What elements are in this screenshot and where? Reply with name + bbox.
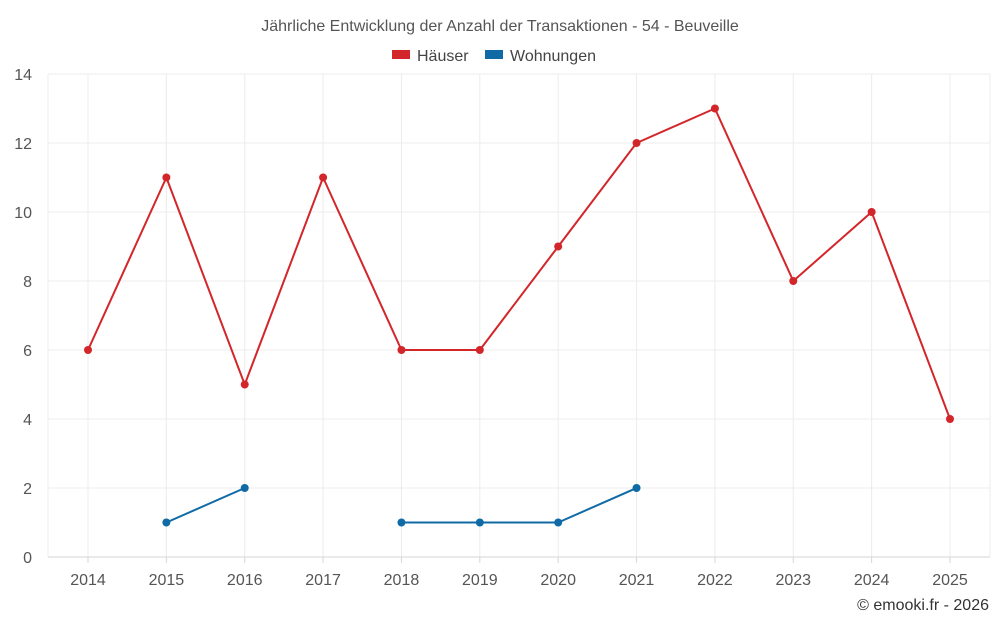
y-tick-label: 12 bbox=[14, 136, 32, 153]
y-tick-label: 0 bbox=[23, 550, 32, 567]
x-tick-label: 2025 bbox=[932, 572, 968, 589]
y-tick-label: 10 bbox=[14, 205, 32, 222]
series-line-wohnungen bbox=[401, 487, 637, 524]
series-line-haeuser bbox=[87, 107, 951, 420]
x-tick-label: 2016 bbox=[227, 572, 263, 589]
data-point-wohnungen-2018[interactable] bbox=[397, 518, 406, 527]
data-point-haeuser-2016[interactable] bbox=[240, 380, 249, 389]
y-tick-label: 8 bbox=[23, 274, 32, 291]
x-tick-label: 2024 bbox=[854, 572, 890, 589]
data-point-haeuser-2022[interactable] bbox=[710, 104, 719, 113]
legend-item-wohnungen[interactable]: Wohnungen bbox=[485, 48, 596, 65]
data-point-haeuser-2020[interactable] bbox=[554, 242, 563, 251]
series-wohnungen bbox=[162, 484, 641, 527]
data-point-wohnungen-2016[interactable] bbox=[240, 484, 249, 492]
series-haeuser bbox=[84, 104, 954, 423]
y-tick-label: 2 bbox=[23, 481, 32, 498]
credit-text: © emooki.fr - 2026 bbox=[857, 597, 989, 614]
x-tick-label: 2015 bbox=[149, 572, 185, 589]
x-tick-label: 2020 bbox=[540, 572, 576, 589]
series-line-wohnungen bbox=[165, 487, 246, 524]
x-tick-label: 2018 bbox=[384, 572, 420, 589]
data-point-wohnungen-2021[interactable] bbox=[632, 484, 641, 492]
legend-item-haeuser[interactable]: Häuser bbox=[392, 48, 469, 65]
data-point-haeuser-2018[interactable] bbox=[397, 346, 406, 354]
x-tick-label: 2021 bbox=[619, 572, 655, 589]
data-point-haeuser-2023[interactable] bbox=[789, 277, 798, 285]
y-tick-label: 14 bbox=[14, 67, 32, 84]
data-point-wohnungen-2020[interactable] bbox=[554, 518, 563, 527]
x-tick-label: 2014 bbox=[70, 572, 106, 589]
x-tick-label: 2023 bbox=[775, 572, 811, 589]
data-point-wohnungen-2015[interactable] bbox=[162, 518, 171, 527]
y-tick-label: 4 bbox=[23, 412, 32, 429]
legend-swatch-haeuser bbox=[392, 50, 410, 59]
legend: Häuser Wohnungen bbox=[392, 48, 596, 65]
x-tick-label: 2019 bbox=[462, 572, 498, 589]
series bbox=[84, 104, 954, 527]
data-point-haeuser-2021[interactable] bbox=[632, 139, 641, 147]
legend-label-haeuser: Häuser bbox=[417, 48, 469, 65]
y-tick-label: 6 bbox=[23, 343, 32, 360]
data-point-haeuser-2025[interactable] bbox=[946, 415, 954, 423]
x-tick-label: 2017 bbox=[305, 572, 341, 589]
legend-label-wohnungen: Wohnungen bbox=[510, 48, 596, 65]
data-point-haeuser-2014[interactable] bbox=[84, 346, 92, 354]
legend-swatch-wohnungen bbox=[485, 50, 503, 59]
axes: 0 2 4 6 8 10 12 14 2014 2015 2016 2017 2018 2019 2020 2… bbox=[14, 67, 991, 589]
x-tick-label: 2022 bbox=[697, 572, 733, 589]
data-point-wohnungen-2019[interactable] bbox=[475, 518, 484, 527]
data-point-haeuser-2017[interactable] bbox=[319, 173, 328, 182]
data-point-haeuser-2024[interactable] bbox=[867, 208, 876, 216]
grid bbox=[48, 73, 990, 557]
chart-title: Jährliche Entwicklung der Anzahl der Tra… bbox=[261, 18, 739, 35]
data-point-haeuser-2019[interactable] bbox=[475, 346, 484, 354]
data-point-haeuser-2015[interactable] bbox=[162, 173, 171, 182]
